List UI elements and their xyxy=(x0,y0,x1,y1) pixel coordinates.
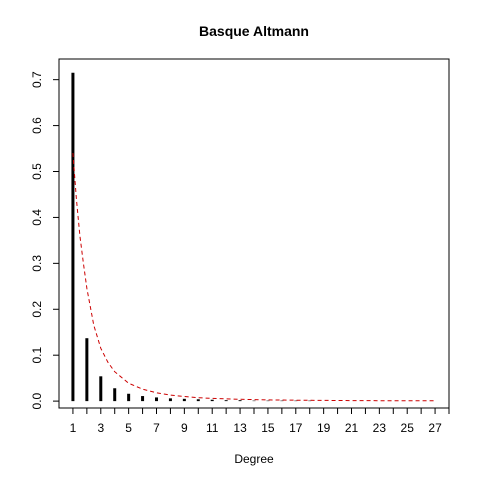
x-tick-label: 5 xyxy=(125,421,132,435)
plot-frame xyxy=(58,58,450,409)
x-tick-label: 13 xyxy=(233,421,247,435)
x-tick-label: 11 xyxy=(206,421,219,435)
y-tick-label: 0.7 xyxy=(30,71,44,88)
fit-line-series xyxy=(72,153,436,402)
x-tick-label: 25 xyxy=(401,421,415,435)
x-axis-label: Degree xyxy=(234,452,274,466)
x-tick-label: 19 xyxy=(317,421,331,435)
y-tick-label: 0.5 xyxy=(30,163,44,180)
x-tick-label: 15 xyxy=(261,421,275,435)
y-tick-label: 0.2 xyxy=(30,301,44,318)
x-tick-label: 23 xyxy=(373,421,387,435)
chart-title: Basque Altmann xyxy=(199,23,309,39)
y-tick-label: 0.1 xyxy=(30,347,44,364)
x-tick-label: 1 xyxy=(70,421,77,435)
x-tick-label: 9 xyxy=(181,421,188,435)
y-axis: 0.0 0.1 0.2 0.3 0.4 0.5 0.6 0.7 xyxy=(30,71,59,409)
y-tick-label: 0.4 xyxy=(30,209,44,226)
bar-series xyxy=(71,72,312,402)
x-tick-label: 17 xyxy=(289,421,303,435)
x-tick-label: 7 xyxy=(153,421,160,435)
x-tick-label: 21 xyxy=(345,421,359,435)
y-tick-label: 0.6 xyxy=(30,117,44,134)
fit-line xyxy=(72,153,436,402)
x-tick-label: 27 xyxy=(428,421,442,435)
x-axis: 1 3 5 7 9 11 13 15 17 19 21 23 25 27 xyxy=(70,408,450,435)
y-tick-label: 0.3 xyxy=(30,255,44,272)
y-tick-label: 0.0 xyxy=(30,392,44,409)
x-tick-label: 3 xyxy=(97,421,104,435)
